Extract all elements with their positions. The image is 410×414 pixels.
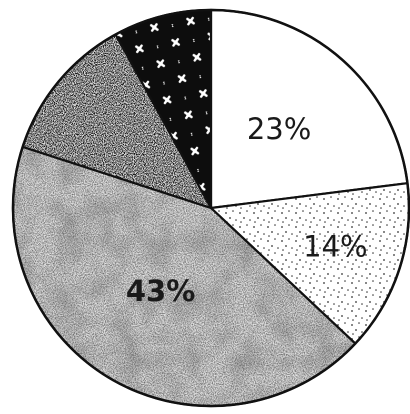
slice-label: 14% — [303, 229, 367, 263]
pie-slice — [209, 8, 409, 210]
pie-outline — [11, 8, 410, 408]
slice-label: 43% — [126, 274, 195, 308]
slice-label: 23% — [247, 112, 311, 146]
